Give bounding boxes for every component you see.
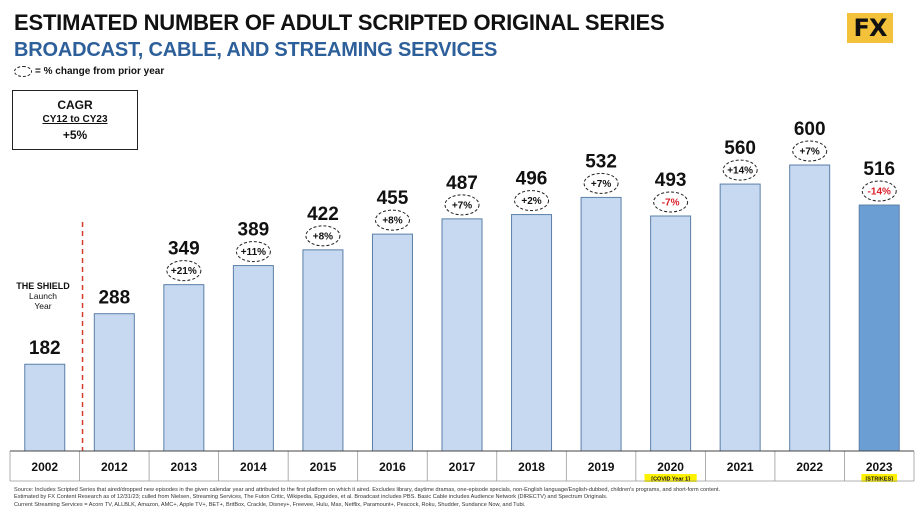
fx-logo: FX (847, 13, 893, 43)
x-tick-label: 2002 (31, 460, 58, 474)
pct-change-label: -7% (662, 198, 680, 209)
value-label: 182 (29, 338, 61, 359)
pct-change-label: +14% (727, 166, 753, 177)
shield-note-line1: Launch (29, 291, 57, 301)
source-line: Estimated by FX Content Research as of 1… (14, 494, 608, 501)
value-label: 455 (377, 188, 409, 209)
dashed-oval-icon (14, 66, 32, 77)
bar (858, 204, 900, 452)
value-label: 288 (98, 288, 130, 309)
shield-note-line2: Year (34, 301, 52, 311)
pct-change-label: +11% (241, 247, 266, 258)
bar (163, 284, 205, 452)
value-label: 422 (307, 204, 339, 225)
value-label: 493 (655, 170, 687, 191)
pct-change-oval (444, 194, 480, 216)
x-tick-label: 2022 (796, 460, 823, 474)
cagr-box: CAGR CY12 to CY23 +5% (12, 90, 138, 150)
x-tick-label: 2020 (657, 460, 684, 474)
source-notes: Source: Includes Scripted Series that ai… (14, 487, 914, 509)
x-tick-label: 2015 (310, 460, 337, 474)
pct-change-label: +7% (800, 147, 820, 158)
pct-change-label: +7% (452, 200, 472, 211)
x-tick-label: 2019 (588, 460, 615, 474)
pct-change-oval (514, 190, 550, 212)
legend-note-text: = % change from prior year (35, 66, 165, 77)
category-note-highlight (644, 474, 697, 482)
value-label: 349 (168, 239, 200, 260)
x-tick-label: 2017 (449, 460, 476, 474)
category-note: [STRIKES] (865, 477, 893, 483)
source-line: Source: Includes Scripted Series that ai… (14, 487, 721, 493)
bar (371, 233, 413, 452)
category-note-highlight (861, 474, 898, 482)
pct-change-oval (305, 225, 341, 247)
bar (232, 265, 274, 452)
cagr-value: +5% (62, 128, 88, 142)
source-line: Current Streaming Services = Acorn TV, A… (14, 501, 526, 508)
x-tick-label: 2016 (379, 460, 406, 474)
bar (511, 214, 553, 452)
shield-note-title: THE SHIELD (16, 281, 70, 291)
x-tick-label: 2012 (101, 460, 128, 474)
category-note: [COVID Year 1] (651, 477, 690, 483)
bar (93, 313, 135, 452)
legend-note: = % change from prior year (14, 66, 164, 77)
bar (580, 196, 622, 452)
pct-change-oval (861, 180, 897, 202)
value-label: 532 (585, 151, 617, 172)
x-tick-label: 2014 (240, 460, 267, 474)
bar (302, 249, 344, 452)
x-tick-label: 2018 (518, 460, 545, 474)
bar (650, 215, 692, 452)
shield-launch-note: THE SHIELD Launch Year (10, 281, 76, 311)
chart-title: ESTIMATED NUMBER OF ADULT SCRIPTED ORIGI… (14, 10, 665, 35)
value-label: 389 (238, 220, 270, 241)
pct-change-oval (653, 191, 689, 213)
x-tick-label: 2023 (866, 460, 893, 474)
pct-change-label: +7% (591, 179, 611, 190)
pct-change-oval (166, 260, 202, 282)
pct-change-label: +2% (521, 196, 541, 207)
cagr-range: CY12 to CY23 (42, 114, 108, 125)
value-label: 516 (863, 159, 895, 180)
value-label: 487 (446, 173, 478, 194)
cagr-title: CAGR (57, 98, 93, 112)
pct-change-label: -14% (868, 187, 891, 198)
value-label: 600 (794, 119, 826, 140)
pct-change-oval (235, 241, 271, 263)
bar (441, 218, 483, 452)
pct-change-label: +8% (382, 216, 402, 227)
bar (789, 164, 831, 452)
x-tick-label: 2013 (170, 460, 197, 474)
pct-change-oval (792, 140, 828, 162)
pct-change-oval (583, 172, 619, 194)
value-label: 560 (724, 138, 756, 159)
value-label: 496 (516, 169, 548, 190)
pct-change-oval (722, 159, 758, 181)
chart-subtitle: BROADCAST, CABLE, AND STREAMING SERVICES (14, 39, 498, 61)
pct-change-label: +8% (313, 231, 333, 242)
pct-change-label: +21% (171, 266, 197, 277)
bar (719, 183, 761, 452)
pct-change-oval (374, 209, 410, 231)
x-tick-label: 2021 (727, 460, 754, 474)
bar (24, 363, 66, 452)
